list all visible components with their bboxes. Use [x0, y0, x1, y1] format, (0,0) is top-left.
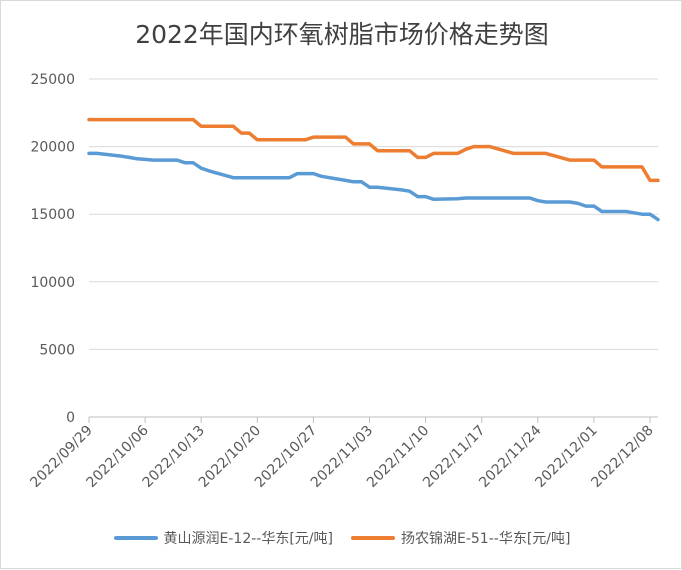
legend-swatch-series-2 [351, 536, 395, 540]
series-line-1 [87, 151, 660, 222]
legend: 黄山源润E-12--华东[元/吨] 扬农锦湖E-51--华东[元/吨] [1, 528, 682, 548]
y-tick-label-2: 10000 [30, 275, 75, 291]
series-line-2 [87, 117, 660, 183]
legend-label-series-1: 黄山源润E-12--华东[元/吨] [163, 531, 333, 547]
legend-item-series-2: 扬农锦湖E-51--华东[元/吨] [351, 528, 570, 548]
y-tick-label-1: 5000 [39, 342, 75, 358]
y-tick-label-5: 25000 [30, 72, 75, 88]
chart-title: 2022年国内环氧树脂市场价格走势图 [135, 20, 549, 49]
legend-item-series-1: 黄山源润E-12--华东[元/吨] [113, 528, 333, 548]
y-tick-label-4: 20000 [30, 140, 75, 156]
y-tick-label-0: 0 [66, 410, 75, 426]
y-tick-label-3: 15000 [30, 207, 75, 223]
legend-swatch-series-1 [113, 536, 158, 540]
legend-label-series-2: 扬农锦湖E-51--华东[元/吨] [401, 531, 571, 547]
